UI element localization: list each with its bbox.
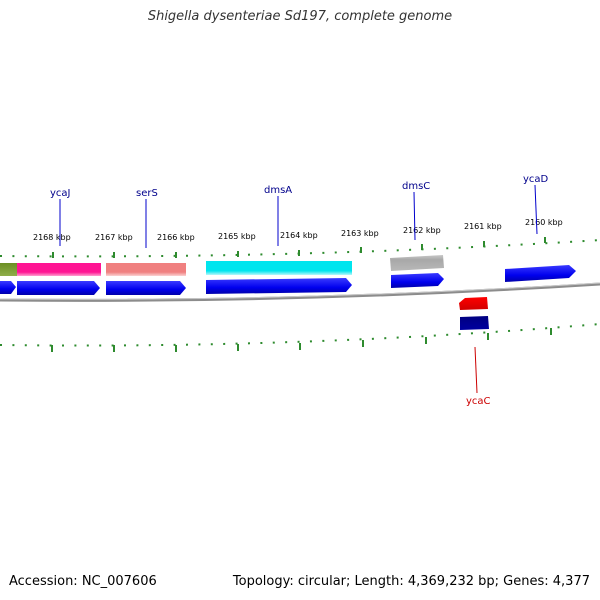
gene-leader-lines-top — [59, 184, 538, 248]
gene-leader-line — [534, 184, 538, 235]
tick-label: 2168 kbp — [33, 233, 71, 242]
accession-text: Accession: NC_007606 — [9, 574, 157, 589]
feature-cyan[interactable] — [206, 261, 352, 275]
tick-label: 2164 kbp — [280, 231, 318, 240]
gene-arrow-blue[interactable] — [17, 281, 100, 295]
gene-label-ycaJ[interactable]: ycaJ — [50, 188, 71, 199]
tick-label: 2161 kbp — [464, 222, 502, 231]
gene-leader-line — [474, 346, 478, 394]
major-ticks-lower — [51, 328, 552, 352]
lower-tick-track — [0, 323, 600, 347]
gene-label-serS[interactable]: serS — [136, 188, 158, 199]
gene-block-navy[interactable] — [460, 316, 489, 330]
tick-label: 2166 kbp — [157, 233, 195, 242]
gene-label-ycaC[interactable]: ycaC — [466, 396, 491, 407]
genome-info-text: Topology: circular; Length: 4,369,232 bp… — [232, 574, 590, 589]
gene-arrow-blue[interactable] — [0, 281, 16, 294]
major-ticks-upper — [52, 237, 546, 258]
genome-backbone — [0, 282, 600, 302]
tick-label: 2162 kbp — [403, 226, 441, 235]
gene-arrow-blue[interactable] — [505, 265, 576, 282]
tick-label: 2163 kbp — [341, 229, 379, 238]
feature-gray[interactable] — [390, 255, 444, 271]
feature-pink[interactable] — [17, 263, 101, 276]
gene-arrow-blue[interactable] — [391, 273, 444, 288]
gene-label-ycaD[interactable]: ycaD — [523, 174, 549, 185]
gene-label-dmsC[interactable]: dmsC — [402, 181, 430, 192]
feature-salmon[interactable] — [106, 263, 186, 276]
genome-backbone-highlight — [0, 282, 600, 300]
gene-arrow-blue[interactable] — [106, 281, 186, 295]
gene-leader-line — [413, 191, 416, 241]
gene-arrow-red[interactable] — [459, 297, 488, 310]
gene-label-dmsA[interactable]: dmsA — [264, 185, 292, 196]
tick-label: 2160 kbp — [525, 218, 563, 227]
feature-olive[interactable] — [0, 263, 17, 276]
gene-arrow-blue[interactable] — [206, 278, 352, 294]
map-title: Shigella dysenteriae Sd197, complete gen… — [147, 9, 453, 24]
tick-label: 2165 kbp — [218, 232, 256, 241]
tick-label: 2167 kbp — [95, 233, 133, 242]
